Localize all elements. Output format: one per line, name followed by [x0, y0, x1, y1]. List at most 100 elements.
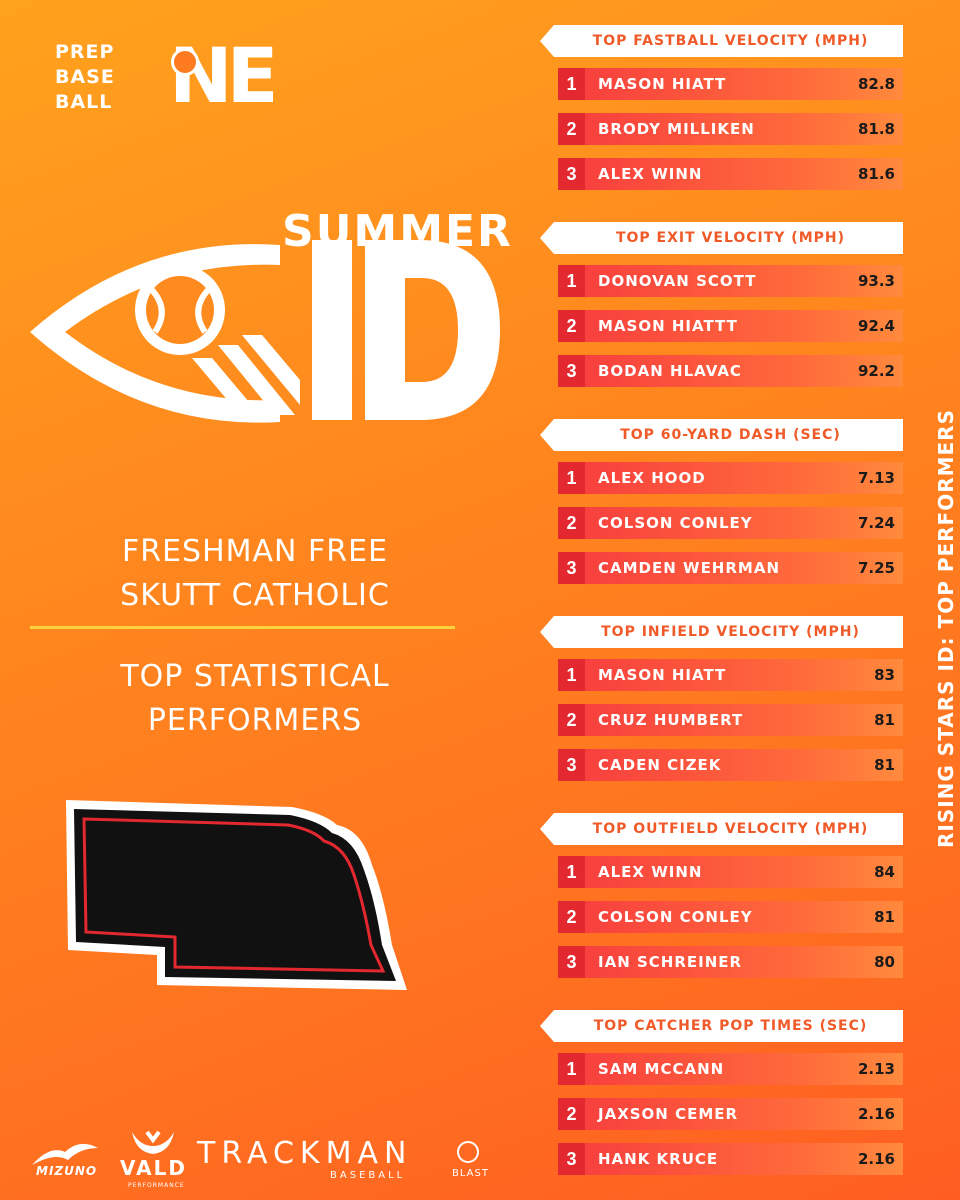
- mizuno-logo: MIZUNO: [36, 1164, 98, 1178]
- vald-logo: VALD: [120, 1156, 187, 1180]
- stat-value: 2.16: [857, 1150, 895, 1168]
- stat-value: 93.3: [857, 272, 895, 290]
- rank: 1: [558, 1053, 585, 1085]
- table-row: 2 JAXSON CEMER 2.16: [558, 1098, 903, 1130]
- logo-text: PREP BASE BALL: [55, 40, 115, 115]
- rank: 3: [558, 946, 585, 978]
- section-title: TOP 60-YARD DASH (SEC): [540, 419, 903, 451]
- section-outfield-velocity: TOP OUTFIELD VELOCITY (MPH) 1 ALEX WINN 84…: [540, 813, 910, 1010]
- rank: 1: [558, 68, 585, 100]
- table-row: 2 COLSON CONLEY 81: [558, 901, 903, 933]
- rank: 3: [558, 355, 585, 387]
- mizuno-logo-icon: [32, 1143, 98, 1165]
- section-fastball-velocity: TOP FASTBALL VELOCITY (MPH) 1 MASON HIATT…: [540, 25, 910, 222]
- player-name: DONOVAN SCOTT: [598, 272, 757, 290]
- player-name: ALEX WINN: [598, 165, 703, 183]
- stat-value: 82.8: [857, 75, 895, 93]
- rank: 2: [558, 901, 585, 933]
- divider: [30, 626, 455, 629]
- player-name: SAM MCCANN: [598, 1060, 725, 1078]
- section-title: TOP INFIELD VELOCITY (MPH): [540, 616, 903, 648]
- rank: 2: [558, 310, 585, 342]
- nebraska-map: [66, 800, 407, 990]
- stat-value: 2.13: [857, 1060, 895, 1078]
- table-row: 2 CRUZ HUMBERT 81: [558, 704, 903, 736]
- subtitle-line-2: PERFORMERS: [147, 703, 363, 738]
- rank: 3: [558, 552, 585, 584]
- player-name: COLSON CONLEY: [598, 908, 753, 926]
- player-name: BODAN HLAVAC: [598, 362, 742, 380]
- stat-value: 80: [874, 953, 895, 971]
- logo-line-1: PREP: [55, 41, 115, 63]
- player-name: HANK KRUCE: [598, 1150, 719, 1168]
- vertical-title: RISING STARS ID: TOP PERFORMERS: [934, 409, 958, 848]
- player-name: CAMDEN WEHRMAN: [598, 559, 781, 577]
- event-name: FRESHMAN FREE: [121, 534, 389, 569]
- stat-value: 81.8: [857, 120, 895, 138]
- rank: 2: [558, 507, 585, 539]
- player-name: ALEX HOOD: [598, 469, 706, 487]
- stat-value: 84: [874, 863, 895, 881]
- player-name: MASON HIATT: [598, 75, 727, 93]
- table-row: 3 BODAN HLAVAC 92.2: [558, 355, 903, 387]
- table-row: 3 HANK KRUCE 2.16: [558, 1143, 903, 1175]
- section-title: TOP OUTFIELD VELOCITY (MPH): [540, 813, 903, 845]
- table-row: 1 DONOVAN SCOTT 93.3: [558, 265, 903, 297]
- section-title: TOP EXIT VELOCITY (MPH): [540, 222, 903, 254]
- table-row: 2 BRODY MILLIKEN 81.8: [558, 113, 903, 145]
- rank: 2: [558, 704, 585, 736]
- rank: 3: [558, 749, 585, 781]
- rank: 3: [558, 1143, 585, 1175]
- table-row: 3 CAMDEN WEHRMAN 7.25: [558, 552, 903, 584]
- stat-value: 7.24: [857, 514, 895, 532]
- table-row: 1 ALEX WINN 84: [558, 856, 903, 888]
- rank: 1: [558, 659, 585, 691]
- stat-value: 7.25: [857, 559, 895, 577]
- table-row: 1 ALEX HOOD 7.13: [558, 462, 903, 494]
- stat-value: 2.16: [857, 1105, 895, 1123]
- table-row: 2 COLSON CONLEY 7.24: [558, 507, 903, 539]
- stat-value: 92.4: [857, 317, 895, 335]
- stat-value: 7.13: [857, 469, 895, 487]
- table-row: 2 MASON HIATTT 92.4: [558, 310, 903, 342]
- section-title: TOP FASTBALL VELOCITY (MPH): [540, 25, 903, 57]
- section-catcher-pop-times: TOP CATCHER POP TIMES (SEC) 1 SAM MCCANN 2…: [540, 1010, 910, 1200]
- player-name: IAN SCHREINER: [598, 953, 743, 971]
- player-name: JAXSON CEMER: [598, 1105, 739, 1123]
- baseball-icon: [171, 48, 199, 76]
- table-row: 1 SAM MCCANN 2.13: [558, 1053, 903, 1085]
- logo-line-2: BASE: [55, 66, 115, 88]
- stat-value: 81: [874, 711, 895, 729]
- vald-horns-icon: [132, 1130, 174, 1154]
- player-name: CRUZ HUMBERT: [598, 711, 744, 729]
- stat-value: 81.6: [857, 165, 895, 183]
- table-row: 3 IAN SCHREINER 80: [558, 946, 903, 978]
- stat-value: 81: [874, 756, 895, 774]
- stat-value: 92.2: [857, 362, 895, 380]
- event-location: SKUTT CATHOLIC: [120, 578, 390, 613]
- player-name: BRODY MILLIKEN: [598, 120, 755, 138]
- section-title: TOP CATCHER POP TIMES (SEC): [540, 1010, 903, 1042]
- player-name: ALEX WINN: [598, 863, 703, 881]
- rank: 2: [558, 113, 585, 145]
- rank: 1: [558, 856, 585, 888]
- trackman-subtitle: BASEBALL: [330, 1170, 406, 1181]
- stat-sections: TOP FASTBALL VELOCITY (MPH) 1 MASON HIATT…: [540, 25, 910, 1200]
- rank: 3: [558, 158, 585, 190]
- table-row: 1 MASON HIATT 82.8: [558, 68, 903, 100]
- rank: 1: [558, 462, 585, 494]
- blast-logo-icon: [457, 1141, 479, 1163]
- summer-id-eye-graphic: [30, 240, 500, 423]
- rank: 1: [558, 265, 585, 297]
- logo-line-3: BALL: [55, 91, 113, 113]
- player-name: MASON HIATTT: [598, 317, 738, 335]
- player-name: CADEN CIZEK: [598, 756, 722, 774]
- stat-value: 81: [874, 908, 895, 926]
- table-row: 3 ALEX WINN 81.6: [558, 158, 903, 190]
- player-name: MASON HIATT: [598, 666, 727, 684]
- subtitle-line-1: TOP STATISTICAL: [120, 659, 390, 694]
- trackman-logo: TRACKMAN: [197, 1136, 413, 1171]
- vald-subtitle: PERFORMANCE: [128, 1182, 185, 1189]
- stat-value: 83: [874, 666, 895, 684]
